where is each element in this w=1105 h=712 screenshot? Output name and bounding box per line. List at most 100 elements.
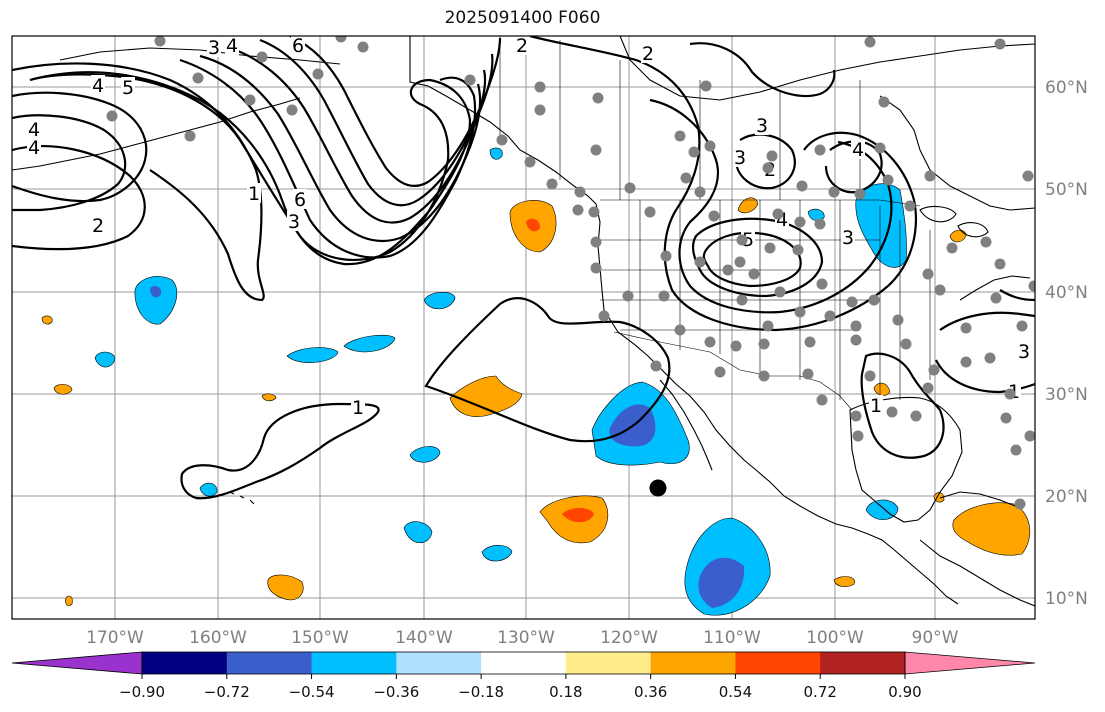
anomaly-negative (343, 334, 396, 353)
contour-label: 5 (742, 229, 754, 251)
station-dot (192, 72, 204, 84)
colorbar-bin (226, 652, 313, 674)
anomaly-positive (261, 393, 277, 402)
colorbar-bin (311, 652, 397, 674)
station-dot (244, 94, 256, 106)
station-dot (764, 242, 776, 254)
anomaly-positive (53, 384, 73, 395)
map-title: 2025091400 F060 (444, 8, 601, 28)
contour-label-bg (869, 395, 883, 415)
contour-label-bg (641, 43, 655, 63)
anomaly-negative (409, 446, 441, 463)
station-dot (650, 360, 662, 372)
station-dot (730, 340, 742, 352)
contour-line (180, 402, 380, 500)
station-dot (674, 324, 686, 336)
station-dot (796, 180, 808, 192)
station-dot (824, 310, 836, 322)
station-dot (772, 208, 784, 220)
longitude-label: 100°W (806, 628, 864, 648)
station-dot (700, 80, 712, 92)
station-dot (660, 250, 672, 262)
contour-label: 4 (28, 137, 40, 159)
station-dot (994, 258, 1006, 270)
contour-line (935, 311, 1035, 394)
station-dot (588, 206, 600, 218)
colorbar-extend-min (11, 651, 143, 675)
station-dot (960, 322, 972, 334)
station-dot (804, 336, 816, 348)
anomaly-positive (267, 574, 304, 601)
station-dot (892, 314, 904, 326)
contour-line (179, 58, 477, 259)
station-dot (256, 51, 268, 63)
station-dot (814, 144, 826, 156)
station-dot (1016, 320, 1028, 332)
anomaly-positive (873, 382, 891, 396)
longitude-label: 160°W (189, 628, 247, 648)
station-dot (574, 186, 586, 198)
station-dot (854, 188, 866, 200)
contour-line (649, 98, 893, 314)
contour-labels: 456234231632432453441131 (27, 35, 1031, 419)
colorbar-tick-label: −0.36 (373, 683, 419, 701)
latitude-label: 40°N (1045, 283, 1088, 303)
longitude-label: 90°W (912, 628, 959, 648)
contour-label-bg (247, 183, 261, 203)
contour-line (529, 36, 918, 332)
contour-label: 4 (28, 119, 40, 141)
station-dot (900, 338, 912, 350)
contour-label-bg (207, 37, 221, 57)
station-dot (708, 210, 720, 222)
contour-line (999, 289, 1035, 302)
colorbar-bin (481, 652, 567, 674)
station-dot (928, 364, 940, 376)
contour-label: 3 (756, 115, 768, 137)
longitude-labels: 170°W 160°W 150°W 140°W 130°W 120°W 110°W 100°W… (86, 628, 959, 648)
anomaly-positive (41, 315, 53, 325)
latitude-label: 10°N (1045, 589, 1088, 609)
coastline-alaska-north (59, 47, 341, 65)
station-dot (924, 170, 936, 182)
station-dot (534, 104, 546, 116)
station-dot (794, 306, 806, 318)
station-dot (1022, 170, 1034, 182)
contour-label: 2 (516, 35, 528, 57)
station-dot (590, 236, 602, 248)
station-dot (748, 268, 760, 280)
station-dot (704, 336, 716, 348)
station-dot (714, 366, 726, 378)
station-dot (850, 410, 862, 422)
colorbar-outline (141, 651, 906, 675)
colorbar-tick-label: −0.72 (204, 683, 250, 701)
contour-line (289, 36, 502, 187)
station-dot (994, 38, 1006, 50)
longitude-label: 150°W (291, 628, 349, 648)
station-dot (590, 144, 602, 156)
station-dot (758, 338, 770, 350)
station-dot (922, 382, 934, 394)
contour-label-bg (851, 139, 865, 159)
contour-line (12, 62, 265, 302)
station-dot (946, 242, 958, 254)
station-dot (766, 150, 778, 162)
contour-label: 5 (122, 77, 134, 99)
station-dot (922, 268, 934, 280)
graticule (12, 36, 1035, 619)
colorbar-bin (820, 652, 906, 674)
contour-label-bg (287, 211, 301, 231)
contour-label: 4 (226, 35, 238, 57)
station-dot (534, 81, 546, 93)
longitude-label: 130°W (497, 628, 555, 648)
contour-label: 6 (292, 35, 304, 57)
coastline-north-america (409, 36, 959, 605)
anomaly-positive (833, 576, 855, 587)
anomaly-positive (65, 595, 73, 606)
contour-label-bg (121, 77, 135, 97)
contour-label-bg (351, 397, 365, 417)
colorbar-tick-label: −0.90 (119, 683, 165, 701)
latitude-label: 30°N (1045, 385, 1088, 405)
coastline-baja (659, 379, 713, 471)
contour-line (29, 71, 472, 266)
station-dot (882, 174, 894, 186)
